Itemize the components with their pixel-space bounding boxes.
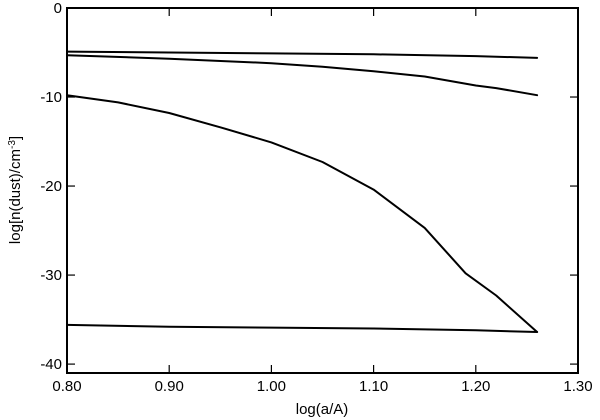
- series-group: [66, 50, 539, 333]
- y-tick-label: -40: [40, 356, 62, 373]
- y-tick-label: -10: [40, 89, 62, 106]
- x-tick-label: 1.00: [257, 378, 286, 395]
- x-axis-ticks: 0.80 0.90 1.00 1.10 1.20 1.30: [52, 8, 593, 395]
- series-line-2: [66, 54, 539, 97]
- series-line-4: [66, 323, 539, 333]
- y-tick-label: -20: [40, 178, 62, 195]
- series-line-1: [66, 50, 539, 59]
- y-tick-label: 0: [54, 0, 62, 17]
- x-tick-label: 0.90: [155, 378, 184, 395]
- y-axis-label-tail: ]: [7, 136, 24, 140]
- plot-frame: [66, 7, 579, 374]
- y-axis-ticks: 0 -10 -20 -30 -40: [40, 0, 578, 373]
- y-axis-label: log[n(dust)/cm-3]: [7, 136, 25, 244]
- x-tick-label: 0.80: [52, 378, 81, 395]
- y-axis-label-sup: -3: [7, 140, 18, 149]
- x-tick-label: 1.10: [359, 378, 388, 395]
- series-line-3: [66, 94, 539, 333]
- y-axis-label-main: log[n(dust)/cm: [7, 149, 24, 244]
- x-tick-label: 1.20: [461, 378, 490, 395]
- x-tick-label: 1.30: [563, 378, 592, 395]
- x-axis-label: log(a/A): [296, 401, 349, 418]
- y-tick-label: -30: [40, 267, 62, 284]
